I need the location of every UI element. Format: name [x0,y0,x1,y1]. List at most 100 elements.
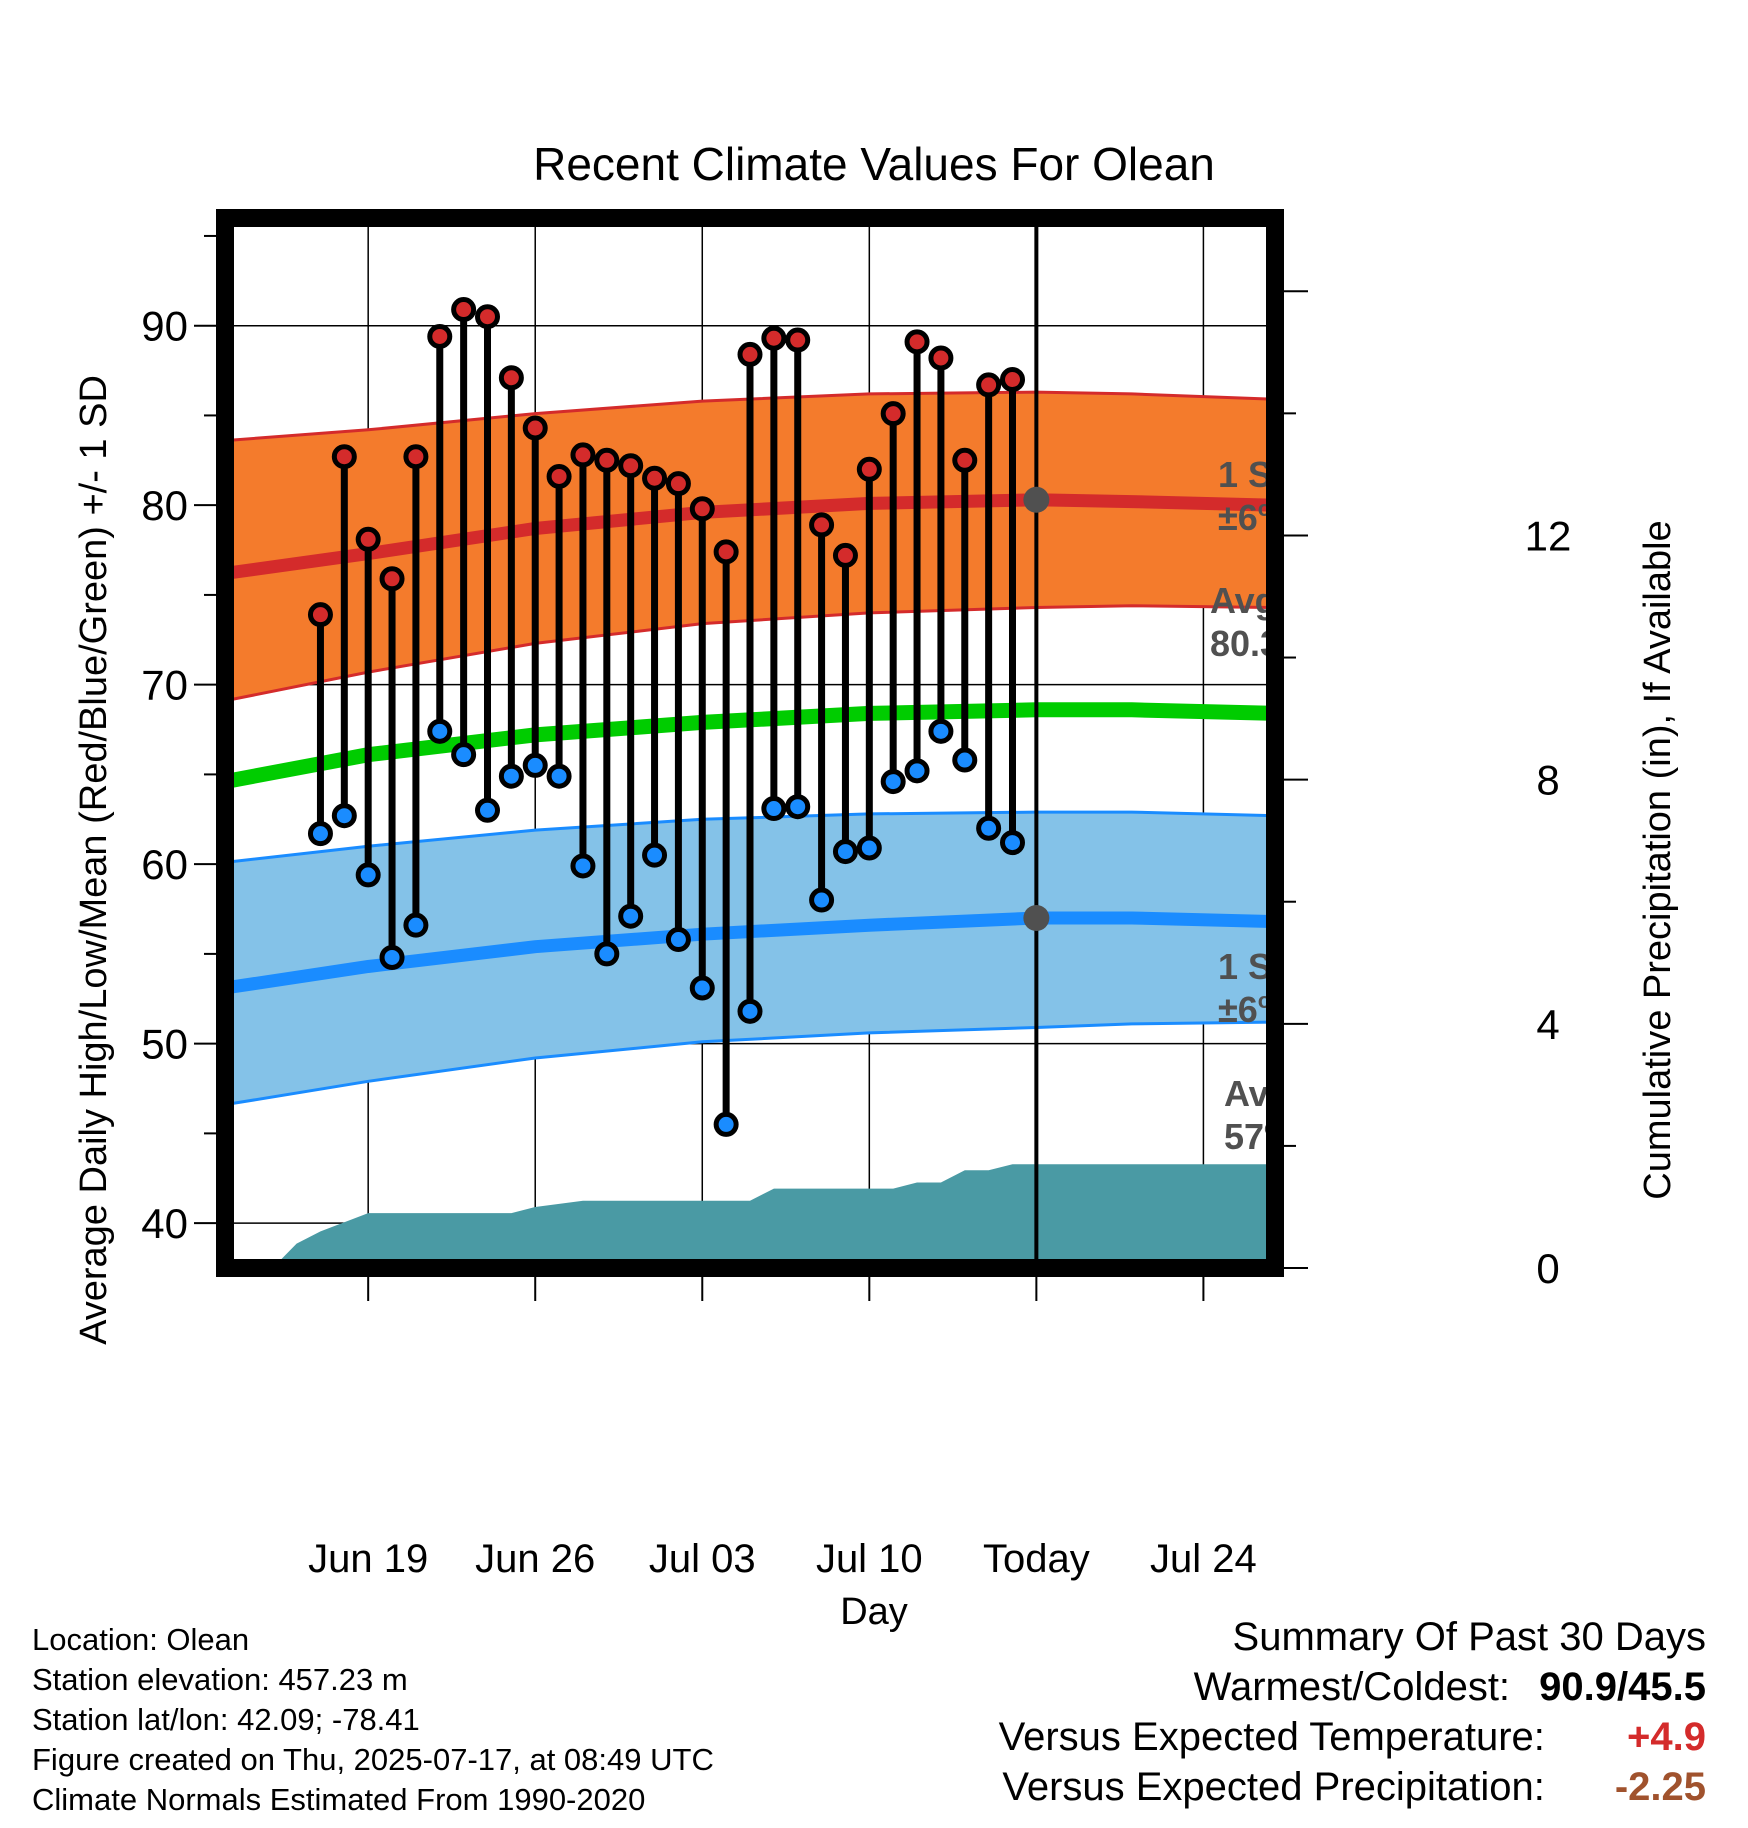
low-temp-point [546,763,572,789]
summary-title: Summary Of Past 30 Days [1232,1615,1706,1659]
low-temp-point [642,842,668,868]
period-number-label: 30 [1202,1383,1242,1424]
location-text: Location: Olean [32,1622,250,1657]
high-temp-point [594,447,620,473]
low-temp-point [498,763,524,789]
low-temp-point [522,752,548,778]
low-temp-point [427,718,453,744]
high-temp-point [880,401,906,427]
y-tick-label-left: 70 [141,662,188,709]
high-temp-point [570,442,596,468]
high-temp-point [665,471,691,497]
high-temp-point [904,329,930,355]
today-high-avg-marker [1023,486,1050,513]
period-unit-label: Days [1202,1427,1288,1468]
y-tick-label-left: 50 [141,1021,188,1068]
precip-area [272,1164,1275,1268]
low-temp-point [809,887,835,913]
low-temp-point [355,862,381,888]
high-temp-point [307,602,333,628]
low-temp-point [880,769,906,795]
low-avg-label: Avg: [1224,1073,1303,1114]
station-info: Location: Olean Station elevation: 457.2… [32,1620,714,1820]
high-avg-value: 80.3oF [1210,622,1316,664]
low-temp-point [594,941,620,967]
high-band-lower-edge [225,604,1275,703]
y-tick-label-left: 90 [141,303,188,350]
temp-label: Versus Expected Temperature: [998,1715,1545,1759]
low-temp-point [1000,830,1025,856]
high-temp-point [761,325,787,351]
high-temp-point [355,526,381,552]
low-temp-point [713,1111,739,1137]
high-sd-value-number: ±6 [1218,497,1258,538]
x-tick-label: Today [983,1537,1090,1581]
low-temp-point [856,835,882,861]
warm-cold-value: 90.9/45.5 [1539,1665,1706,1709]
low-temp-point [761,796,787,822]
warm-cold-label: Warmest/Coldest: [1193,1665,1511,1709]
y-tick-label-right: 4 [1536,1001,1559,1048]
y-tick-label-left: 60 [141,841,188,888]
high-temp-point [1000,367,1025,393]
low-avg-value-number: 57 [1224,1116,1264,1157]
high-sd-label: 1 SD: [1218,454,1310,495]
low-sd-value-number: ±6 [1218,989,1258,1030]
high-temp-point [546,463,572,489]
low-temp-point [331,803,357,829]
low-temp-point [904,758,930,784]
x-tick-label: Jul 24 [1150,1537,1257,1581]
x-tick-label: Jul 03 [649,1537,756,1581]
high-temp-point [331,444,357,470]
today-low-avg-marker [1023,905,1050,931]
high-temp-point [952,447,978,473]
high-temp-point [451,297,477,323]
normals-text: Climate Normals Estimated From 1990-2020 [32,1782,646,1817]
low-temp-point [952,747,978,773]
high-temp-point [737,341,763,367]
high-avg-value-unit: F [1294,623,1316,664]
high-normal-line [225,493,1275,580]
y-tick-label-right: 8 [1536,757,1559,804]
high-temp-point [522,415,548,441]
temp-value: +4.9 [1627,1715,1706,1759]
low-temp-point [737,998,763,1024]
y-tick-label-left: 80 [141,482,188,529]
low-temp-point [451,742,477,768]
precip-row: Versus Expected Precipitation: -2.25 [999,1762,1706,1812]
y-tick-label-left: 40 [141,1200,188,1247]
low-temp-point [618,903,644,929]
x-tick-label: Jul 10 [816,1537,923,1581]
low-temp-point [665,927,691,953]
x-tick-label: Jun 26 [475,1537,595,1581]
low-temp-point [307,821,333,847]
high-temp-point [427,323,453,349]
elevation-text: Station elevation: 457.23 m [32,1662,408,1697]
low-temp-point [403,912,429,938]
latlon-text: Station lat/lon: 42.09; -78.41 [32,1702,420,1737]
high-temp-point [785,327,811,353]
high-temp-point [809,512,835,538]
low-temp-point [689,975,715,1001]
mean-normal-line [225,702,1275,789]
high-temp-point [403,444,429,470]
low-temp-point [832,839,858,865]
precip-value: -2.25 [1614,1765,1706,1809]
low-temp-point [976,815,1002,841]
high-avg-label: Avg: [1210,580,1289,621]
summary-panel: Summary Of Past 30 Days Warmest/Coldest:… [999,1612,1706,1812]
high-temp-point [928,345,954,371]
y-axis-label-right: Cumulative Precipitation (in), If Availa… [1637,520,1679,1199]
x-axis-label: Day [840,1591,908,1633]
high-temp-point [832,542,858,568]
created-text: Figure created on Thu, 2025-07-17, at 08… [32,1742,714,1777]
high-band-upper-edge [225,390,1275,443]
low-temp-point [928,718,954,744]
high-temp-point [856,456,882,482]
low-temp-point [379,944,405,970]
low-band-upper-edge [225,810,1275,864]
y-tick-label-right: 0 [1536,1245,1559,1292]
